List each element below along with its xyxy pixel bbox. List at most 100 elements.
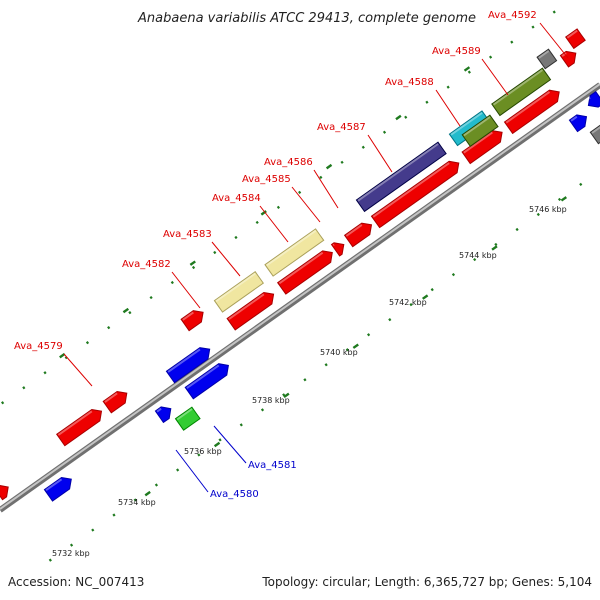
gene-feature [587, 91, 600, 108]
tick-dot [69, 543, 74, 547]
tick-dot [276, 205, 281, 210]
tick-dot [557, 197, 562, 202]
kbp-label: 5734 kbp [118, 498, 156, 507]
leader-line [213, 425, 247, 464]
leader-line [63, 353, 93, 387]
gene-label: Ava_4585 [242, 174, 291, 185]
gene-feature [213, 271, 264, 313]
tick-dot [430, 288, 434, 292]
tick-dot [303, 378, 307, 382]
tick-dot [409, 303, 413, 307]
gene-highlight [372, 162, 450, 218]
major-tick [144, 490, 151, 497]
tick-dot [112, 513, 116, 517]
tick-dot [218, 438, 222, 442]
leader-line [211, 241, 241, 277]
gene-highlight [538, 50, 550, 59]
major-tick [352, 343, 359, 349]
kbp-tick [463, 66, 471, 72]
gene-highlight [266, 229, 317, 267]
gene-label: Ava_4587 [317, 122, 366, 133]
gene-label: Ava_4584 [212, 193, 261, 204]
tick-dot [191, 265, 196, 270]
gene-highlight [566, 29, 578, 39]
tick-dot [340, 160, 344, 164]
gene-layer [0, 28, 600, 502]
tick-dot [170, 280, 174, 285]
gene-feature [165, 347, 211, 384]
gene-feature [370, 160, 460, 229]
tick-dot [133, 498, 137, 502]
gene-label: Ava_4588 [385, 77, 434, 88]
tick-dot [234, 235, 238, 240]
gene-highlight [57, 410, 93, 436]
backbone-highlight [0, 83, 600, 510]
gene-feature [503, 89, 560, 135]
tick-dot [531, 25, 535, 29]
gene-feature [43, 476, 72, 502]
tick-dot [213, 250, 217, 255]
leader-line [481, 58, 509, 96]
leader-line [175, 449, 209, 493]
tick-dot [552, 10, 556, 14]
gene-highlight [332, 243, 335, 246]
tick-dot [467, 70, 471, 74]
tick-dot [176, 468, 180, 472]
gene-highlight [591, 126, 600, 134]
kbp-label: 5744 kbp [459, 251, 497, 260]
kbp-label: 5742 kbp [389, 298, 427, 307]
tick-dot [255, 220, 259, 225]
kbp-label: 5736 kbp [184, 447, 222, 456]
kbp-label: 5746 kbp [529, 205, 567, 214]
gene-feature [461, 114, 499, 147]
gene-highlight [156, 407, 162, 413]
tick-dot [43, 371, 47, 375]
gene-label: Ava_4580 [210, 489, 259, 500]
tick-dot [1, 401, 5, 405]
major-tick [560, 196, 568, 202]
kbp-tick [395, 114, 402, 121]
gene-highlight [450, 111, 483, 136]
leader-line [291, 186, 321, 223]
gene-feature [264, 228, 325, 277]
tick-dot [494, 242, 498, 247]
gene-feature [330, 242, 345, 257]
gene-label: Ava_4592 [488, 10, 537, 21]
gene-label: Ava_4586 [264, 157, 313, 168]
tick-dot [239, 423, 243, 427]
tick-dot [91, 528, 95, 532]
kbp-tick [325, 163, 333, 170]
gene-highlight [492, 69, 544, 106]
gene-highlight [182, 311, 194, 321]
tick-dot [404, 115, 408, 119]
tick-dot [425, 100, 429, 104]
tick-dot [260, 408, 265, 412]
gene-feature [491, 67, 552, 117]
gene-highlight [278, 251, 324, 285]
tick-dot [446, 85, 450, 89]
gene-feature [559, 50, 577, 68]
gene-feature [355, 141, 447, 213]
gene-highlight [463, 116, 491, 137]
tick-dot [473, 257, 477, 262]
gene-feature [568, 114, 588, 133]
leader-line [171, 271, 201, 309]
gene-feature [56, 408, 103, 447]
tick-dot [85, 341, 90, 345]
tick-dot [451, 272, 456, 277]
tick-dot [324, 363, 328, 367]
gene-highlight [167, 348, 201, 373]
tick-dot [579, 182, 583, 187]
gene-highlight [561, 52, 567, 57]
gene-feature [277, 250, 333, 295]
tick-dot [64, 356, 68, 360]
tick-dot [298, 190, 302, 194]
gene-feature [0, 485, 9, 501]
major-tick [491, 245, 498, 251]
tick-dot [319, 175, 323, 179]
tick-dot [128, 310, 132, 315]
leader-line [313, 169, 339, 209]
tick-dot [22, 386, 26, 390]
gene-highlight [357, 143, 439, 202]
